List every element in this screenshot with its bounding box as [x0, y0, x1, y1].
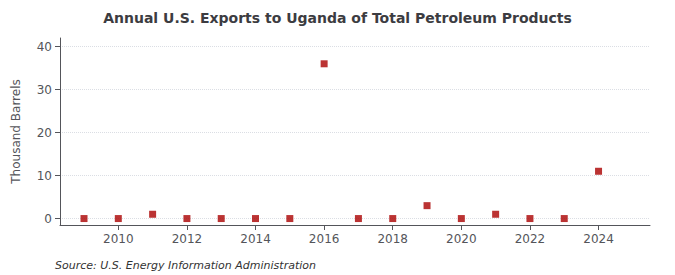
- svg-text:Thousand Barrels: Thousand Barrels: [9, 79, 23, 184]
- svg-text:2014: 2014: [240, 232, 271, 246]
- svg-text:2024: 2024: [583, 232, 614, 246]
- svg-text:0: 0: [44, 212, 52, 226]
- svg-text:2016: 2016: [309, 232, 340, 246]
- svg-text:2012: 2012: [172, 232, 203, 246]
- svg-text:2018: 2018: [377, 232, 408, 246]
- svg-text:10: 10: [37, 169, 52, 183]
- svg-text:30: 30: [37, 83, 52, 97]
- svg-text:20: 20: [37, 126, 52, 140]
- svg-text:40: 40: [37, 40, 52, 54]
- svg-text:2010: 2010: [103, 232, 134, 246]
- svg-text:Source: U.S. Energy Informatio: Source: U.S. Energy Information Administ…: [55, 259, 316, 272]
- svg-text:2020: 2020: [446, 232, 477, 246]
- svg-text:Annual U.S. Exports to Uganda: Annual U.S. Exports to Uganda of Total P…: [103, 10, 572, 26]
- svg-text:2022: 2022: [515, 232, 546, 246]
